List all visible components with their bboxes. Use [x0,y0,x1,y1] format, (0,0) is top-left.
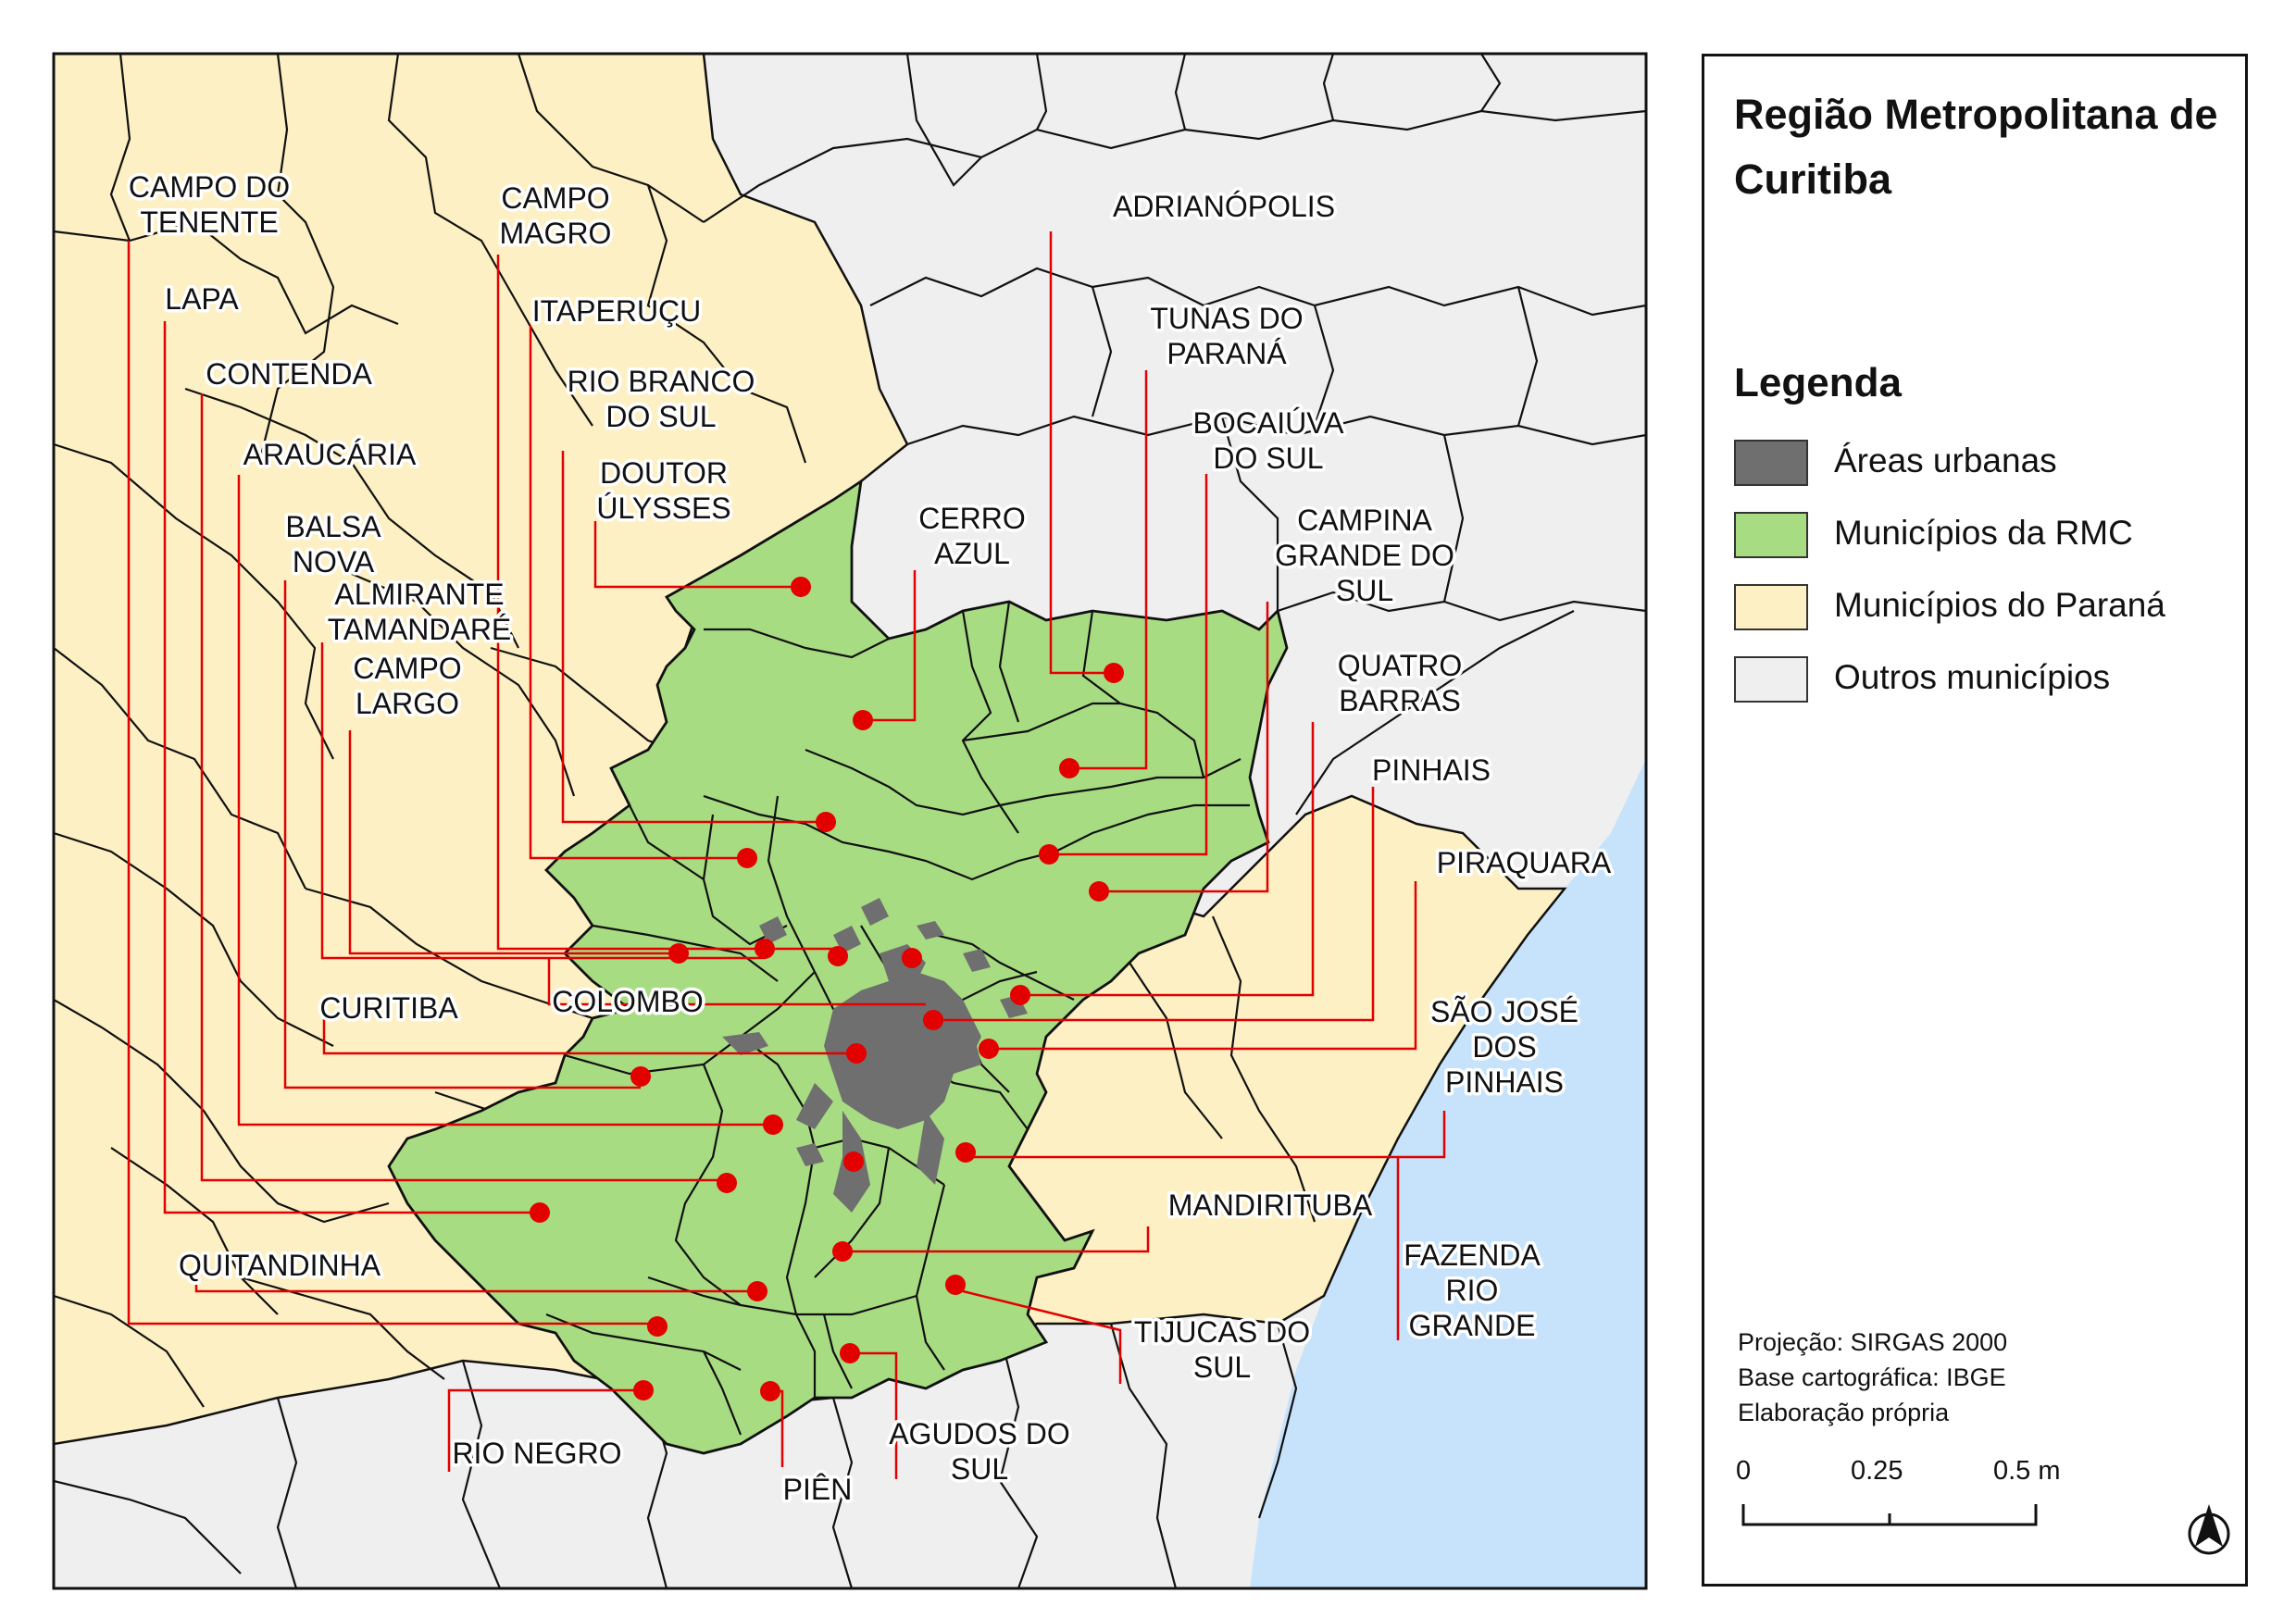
point-tijucas-do-sul [945,1275,966,1295]
label-rio-branco-do-sul: RIO BRANCO DO SUL [568,365,755,433]
label-campo-do-tenente: CAMPO DO TENENTE [129,170,290,239]
point-doutor-ulysses [791,577,811,597]
label-curitiba: CURITIBA [319,991,458,1025]
credit-author: Elaboração própria [1738,1399,1950,1426]
point-bocaiuva-do-sul [1039,844,1059,865]
rmc-region-area [387,479,1289,1455]
scale-bar-graphic [1741,1504,2038,1526]
label-tijucas-do-sul: TIJUCAS DO SUL [1134,1315,1310,1384]
label-contenda: CONTENDA [206,357,372,391]
scale-bar: 0 0.25 0.5 m [1736,1456,2075,1537]
label-bocaiuva-do-sul: BOCAIÚVA DO SUL [1193,406,1345,475]
north-arrow-icon [2186,1500,2232,1556]
legend-title: Legenda [1734,360,1902,405]
label-almirante-tamandare: ALMIRANTE TAMANDARÉ [328,578,512,646]
point-colombo [902,948,922,968]
point-rio-branco-do-sul [816,812,836,832]
label-itaperucu: ITAPERUÇU [532,294,702,328]
map-title: Região Metropolitana de Curitiba [1734,91,2218,203]
point-lapa [530,1202,550,1223]
scale-tick-2: 0.5 m [1993,1456,2061,1486]
point-contenda [717,1173,737,1193]
point-pien [760,1381,780,1401]
label-campo-magro: CAMPO MAGRO [500,181,612,250]
point-quatro-barras [1010,985,1030,1005]
municipality-labels: CAMPO DO TENENTE LAPA CONTENDA ARAUCÁRIA BALS… [125,168,1615,1510]
point-almirante-tamandare [828,946,848,966]
point-mandirituba [832,1241,853,1262]
point-quitandinha [747,1281,767,1301]
label-cerro-azul: CERRO AZUL [918,502,1026,570]
legend-label-parana: Municípios do Paraná [1834,586,2165,624]
legend-label-urban: Áreas urbanas [1834,442,2057,479]
point-agudos-do-sul [840,1343,860,1363]
credit-base: Base cartográfica: IBGE [1738,1363,2006,1391]
credit-projection: Projeção: SIRGAS 2000 [1738,1328,2008,1356]
urban-swatch [1734,440,1808,486]
point-tunas-do-parana [1059,758,1079,778]
rmc-swatch [1734,512,1808,558]
label-pinhais: PINHAIS [1372,753,1491,787]
scale-tick-0: 0 [1736,1456,1752,1486]
point-sao-jose-dos-pinhais [955,1142,976,1163]
label-fazenda-rio-grande: FAZENDA RIO GRANDE [1404,1238,1541,1342]
municipality-points [530,577,1124,1401]
label-campina-grande-do-sul: CAMPINA GRANDE DO SUL [1275,504,1454,607]
label-piraquara: PIRAQUARA [1437,846,1612,879]
point-curitiba [846,1043,867,1064]
label-lapa: LAPA [165,282,239,316]
ocean [1250,759,1646,1588]
point-balsa-nova [630,1066,651,1087]
parana-swatch [1734,584,1808,630]
point-rio-negro [633,1380,654,1400]
label-agudos-do-sul: AGUDOS DO SUL [889,1417,1070,1486]
scale-tick-1: 0.25 [1851,1456,1903,1486]
point-campina-grande-do-sul [1089,881,1109,902]
map-frame [52,52,1648,1590]
label-colombo: COLOMBO [552,985,704,1018]
label-araucaria: ARAUCÁRIA [243,438,417,471]
point-itaperucu [737,848,757,868]
map-credits: Projeção: SIRGAS 2000 Base cartográfica:… [1738,1325,2007,1430]
point-fazenda-rio-grande [843,1151,864,1172]
point-pinhais [923,1010,943,1030]
legend-label-rmc: Municípios da RMC [1834,514,2133,552]
municipal-boundaries [54,54,1646,1588]
leader-lines [127,231,1446,1479]
legend-label-others: Outros municípios [1834,658,2111,696]
label-sao-jose-dos-pinhais: SÃO JOSÉ DOS PINHAIS [1430,995,1578,1099]
label-quitandinha: QUITANDINHA [179,1249,381,1282]
point-campo-magro [755,939,775,959]
label-campo-largo: CAMPO LARGO [353,652,461,720]
others-swatch [1734,656,1808,703]
label-tunas-do-parana: TUNAS DO PARANÁ [1150,302,1303,370]
point-adrianopolis [1104,663,1124,683]
legend-panel: Região Metropolitana de Curitiba Legenda… [1702,54,2248,1587]
point-cerro-azul [853,710,873,730]
point-piraquara [979,1039,999,1059]
point-campo-do-tenente [647,1316,668,1337]
label-rio-negro: RIO NEGRO [452,1437,621,1470]
point-araucaria [763,1114,783,1135]
label-doutor-ulysses: DOUTOR ÚLYSSES [596,456,730,525]
label-quatro-barras: QUATRO BARRAS [1338,649,1463,717]
label-pien: PIÊN [783,1473,853,1506]
label-mandirituba: MANDIRITUBA [1168,1189,1373,1222]
label-balsa-nova: BALSA NOVA [285,510,381,579]
point-campo-largo [668,943,689,964]
label-adrianopolis: ADRIANÓPOLIS [1113,190,1335,223]
